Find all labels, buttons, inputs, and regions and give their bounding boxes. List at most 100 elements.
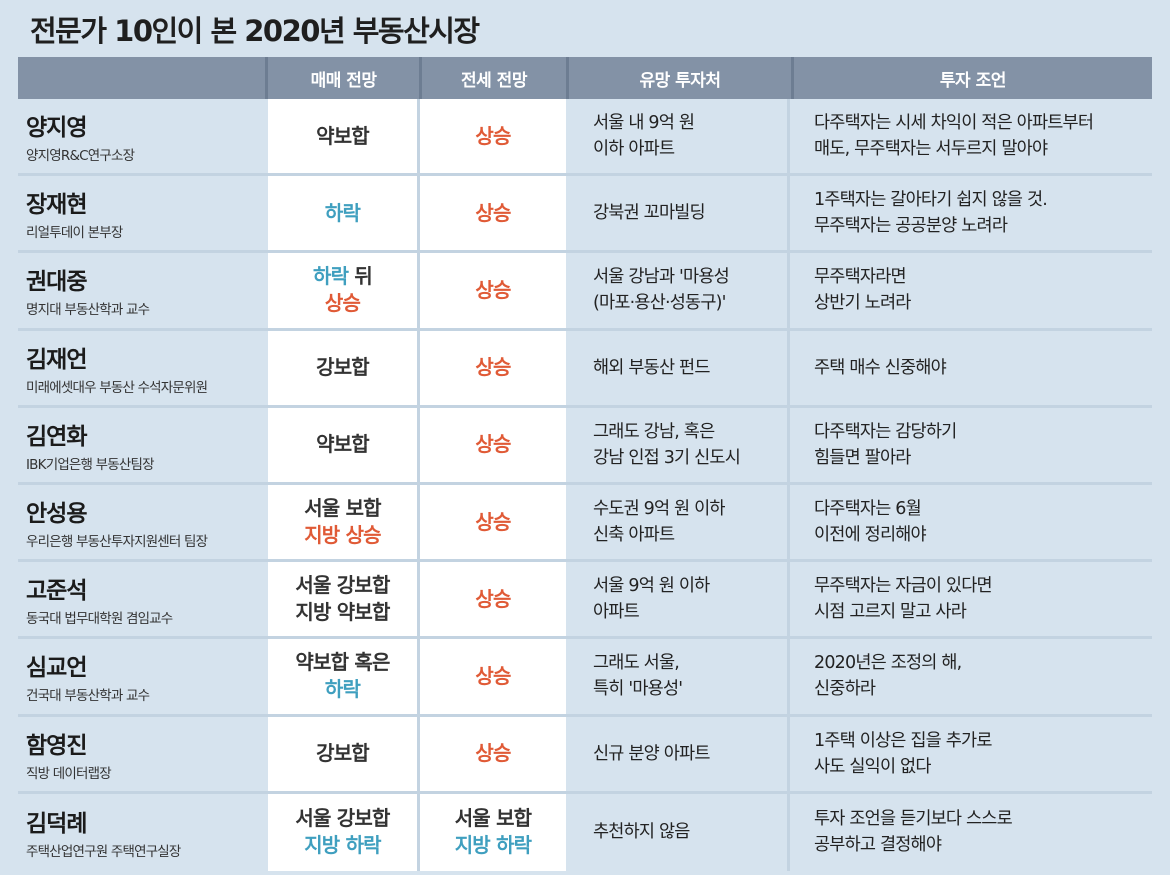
jeonse-outlook-cell: 상승 xyxy=(420,99,566,177)
expert-name: 장재현 xyxy=(26,192,87,219)
jeonse-outlook-value: 상승 xyxy=(475,432,511,457)
sale-outlook-line: 약보합 xyxy=(316,123,370,150)
sale-outlook-value: 지방 상승 xyxy=(304,523,381,548)
jeonse-outlook-line: 서울 보합 xyxy=(455,805,532,832)
jeonse-outlook-cell: 상승 xyxy=(420,484,566,563)
expert-title: 직방 데이터랩장 xyxy=(26,765,112,782)
sale-outlook-line: 서울 강보합 xyxy=(295,805,390,832)
sale-outlook-value: 하락 xyxy=(324,200,361,225)
sale-outlook-cell: 서울 강보합 지방 약보합 xyxy=(268,562,420,640)
jeonse-outlook-value: 상승 xyxy=(475,586,511,611)
advice-cell: 1주택 이상은 집을 추가로 사도 실익이 없다 xyxy=(790,717,1152,794)
investment-line: 서울 9억 원 이하 xyxy=(593,576,710,597)
jeonse-outlook-line: 지방 하락 xyxy=(455,832,532,859)
sale-outlook-cell: 약보합 xyxy=(268,99,420,177)
expert-cell: 김연화 IBK기업은행 부동산팀장 xyxy=(18,408,268,485)
header-jeonse-outlook: 전세 전망 xyxy=(422,57,570,99)
advice-line: 힘들면 팔아라 xyxy=(814,447,911,468)
advice-line: 시점 고르지 말고 사라 xyxy=(814,602,967,623)
advice-line: 매도, 무주택자는 서두르지 말아야 xyxy=(814,139,1048,160)
advice-line: 2020년은 조정의 해, xyxy=(814,653,962,674)
investment-line: 서울 내 9억 원 xyxy=(593,113,695,134)
sale-outlook-value: 하락 xyxy=(324,677,361,702)
sale-outlook-cell: 서울 강보합 지방 하락 xyxy=(268,793,420,871)
investment-cell: 서울 9억 원 이하 아파트 xyxy=(566,562,790,640)
jeonse-outlook-line: 상승 xyxy=(475,509,511,536)
advice-line: 투자 조언을 듣기보다 스스로 xyxy=(814,809,1013,830)
expert-name: 김연화 xyxy=(26,423,87,450)
jeonse-outlook-value: 서울 보합 xyxy=(454,806,532,831)
jeonse-outlook-cell: 상승 xyxy=(420,330,566,408)
jeonse-outlook-line: 상승 xyxy=(475,277,511,304)
expert-title: 미래에셋대우 부동산 수석자문위원 xyxy=(26,379,208,396)
investment-cell: 그래도 서울, 특히 '마용성' xyxy=(566,639,790,717)
jeonse-outlook-value: 상승 xyxy=(475,355,511,380)
expert-cell: 심교언 건국대 부동산학과 교수 xyxy=(18,639,268,717)
jeonse-outlook-value: 상승 xyxy=(475,123,511,148)
sale-outlook-line: 약보합 xyxy=(316,431,370,458)
advice-cell: 2020년은 조정의 해, 신중하라 xyxy=(790,639,1152,717)
sale-outlook-cell: 강보합 xyxy=(268,330,420,408)
header-promising-investment: 유망 투자처 xyxy=(569,57,794,99)
sale-outlook-value: 강보합 xyxy=(316,355,370,380)
header-sale-outlook: 매매 전망 xyxy=(268,57,422,99)
jeonse-outlook-value: 상승 xyxy=(475,663,511,688)
sale-outlook-value: 강보합 xyxy=(316,741,370,766)
jeonse-outlook-line: 상승 xyxy=(475,431,511,458)
table-row: 김재언 미래에셋대우 부동산 수석자문위원 강보합 상승 해외 부동산 펀드 주택 매수 … xyxy=(18,330,1152,408)
advice-line: 주택 매수 신중해야 xyxy=(814,357,947,378)
investment-line: 추천하지 않음 xyxy=(593,822,690,843)
sale-outlook-value: 서울 강보합 xyxy=(295,806,390,831)
advice-line: 1주택 이상은 집을 추가로 xyxy=(814,730,992,751)
table-row: 안성용 우리은행 부동산투자지원센터 팀장 서울 보합 지방 상승 상승 수도권 9억 원… xyxy=(18,484,1152,563)
advice-cell: 1주택자는 갈아타기 쉽지 않을 것. 무주택자는 공공분양 노려라 xyxy=(790,176,1152,254)
advice-line: 다주택자는 6월 xyxy=(814,499,922,520)
jeonse-outlook-value: 상승 xyxy=(475,741,511,766)
expert-title: 건국대 부동산학과 교수 xyxy=(26,688,150,705)
sale-outlook-value: 지방 약보합 xyxy=(295,600,390,625)
jeonse-outlook-line: 상승 xyxy=(475,586,511,613)
jeonse-outlook-cell: 상승 xyxy=(420,562,566,640)
investment-line: 수도권 9억 원 이하 xyxy=(593,499,726,520)
expert-name: 함영진 xyxy=(26,732,87,759)
sale-outlook-cell: 약보합 혹은 하락 xyxy=(268,639,420,717)
investment-line: 강북권 꼬마빌딩 xyxy=(593,203,706,224)
jeonse-outlook-cell: 상승 xyxy=(420,407,566,485)
sale-outlook-line: 지방 하락 xyxy=(304,832,381,859)
table-body: 양지영 양지영R&C연구소장 약보합 상승 서울 내 9억 원 이하 아파트 다주택자는 시… xyxy=(18,99,1152,871)
sale-outlook-line: 강보합 xyxy=(316,354,370,381)
sale-outlook-value: 약보합 xyxy=(316,123,370,148)
header-investment-advice: 투자 조언 xyxy=(939,70,1006,91)
sale-outlook-line: 하락 xyxy=(324,676,361,703)
investment-line: (마포·용산·성동구)' xyxy=(593,293,727,314)
sale-outlook-line: 서울 강보합 xyxy=(295,572,390,599)
jeonse-outlook-cell: 서울 보합 지방 하락 xyxy=(420,793,566,871)
sale-outlook-cell: 강보합 xyxy=(268,716,420,794)
sale-outlook-value: 약보합 혹은 xyxy=(295,650,390,675)
investment-cell: 신규 분양 아파트 xyxy=(566,716,790,794)
advice-cell: 무주택자라면 상반기 노려라 xyxy=(790,253,1152,331)
expert-title: 우리은행 부동산투자지원센터 팀장 xyxy=(26,534,208,551)
sale-outlook-line: 지방 약보합 xyxy=(295,599,390,626)
jeonse-outlook-cell: 상승 xyxy=(420,176,566,254)
expert-name: 김재언 xyxy=(26,346,87,373)
investment-line: 강남 인접 3기 신도시 xyxy=(593,447,741,468)
investment-line: 그래도 서울, xyxy=(593,653,680,674)
expert-cell: 양지영 양지영R&C연구소장 xyxy=(18,99,268,177)
sale-outlook-line: 서울 보합 xyxy=(304,495,381,522)
investment-line: 이하 아파트 xyxy=(593,139,675,160)
jeonse-outlook-line: 상승 xyxy=(475,200,511,227)
investment-line: 신규 분양 아파트 xyxy=(593,743,710,764)
expert-name: 양지영 xyxy=(26,115,87,142)
expert-cell: 장재현 리얼투데이 본부장 xyxy=(18,176,268,254)
expert-title: IBK기업은행 부동산팀장 xyxy=(26,456,155,473)
jeonse-outlook-value: 상승 xyxy=(475,509,511,534)
jeonse-outlook-value: 상승 xyxy=(475,200,511,225)
investment-cell: 추천하지 않음 xyxy=(566,793,790,871)
advice-line: 이전에 정리해야 xyxy=(814,525,927,546)
table-row: 김덕례 주택산업연구원 주택연구실장 서울 강보합 지방 하락 서울 보합 지방 하락 추천… xyxy=(18,793,1152,871)
